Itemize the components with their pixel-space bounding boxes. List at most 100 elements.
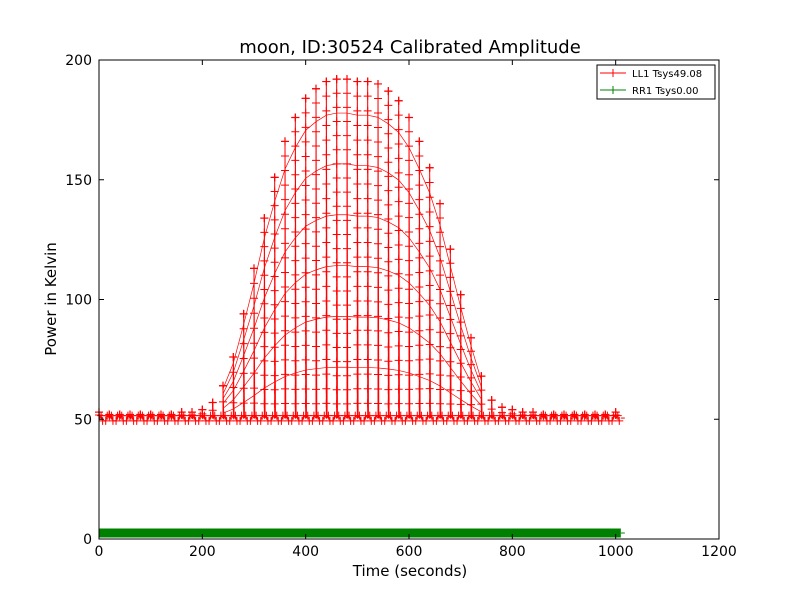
series-ll1-marker [322, 253, 331, 262]
series-ll1-marker [535, 416, 544, 425]
series-ll1-marker [436, 342, 444, 351]
series-ll1-peak-marker [498, 403, 506, 412]
legend-marker-rr1 [609, 86, 617, 94]
series-ll1-marker [225, 416, 234, 425]
series-ll1-marker [281, 370, 289, 379]
series-ll1-marker [250, 354, 258, 363]
series-ll1-marker [425, 369, 434, 378]
series-ll1-marker [298, 416, 307, 425]
series-ll1-marker [322, 384, 331, 393]
series-ll1-marker [384, 172, 393, 181]
series-ll1-peak-marker [477, 372, 486, 381]
series-ll1-marker [260, 314, 269, 323]
series-ll1-marker [301, 355, 310, 364]
series-ll1-marker [343, 103, 351, 112]
series-ll1-marker [322, 311, 331, 320]
series-ll1-marker [446, 385, 455, 394]
series-ll1-marker [291, 142, 300, 151]
series-ll1-marker [415, 283, 424, 292]
series-ll1-marker [374, 152, 382, 161]
series-ll1-marker [467, 400, 475, 409]
series-ll1-marker [101, 416, 110, 425]
series-ll1-marker [260, 242, 269, 251]
series-ll1-marker [287, 416, 296, 425]
series-ll1-marker [374, 181, 382, 190]
series-ll1-marker [239, 339, 248, 348]
series-ll1-marker [374, 225, 382, 234]
series-ll1-marker [270, 343, 279, 352]
series-ll1-marker [405, 285, 413, 294]
series-ll1-marker [566, 416, 575, 425]
series-ll1-marker [453, 416, 462, 425]
series-ll1-marker [343, 230, 351, 239]
series-ll1-marker [332, 301, 341, 310]
series-ll1-marker [353, 253, 362, 262]
series-ll1-marker [384, 115, 393, 124]
series-ll1-marker [291, 385, 300, 394]
series-ll1-marker [322, 326, 331, 335]
series-ll1-peak-marker [384, 87, 393, 96]
series-ll1-marker [281, 224, 289, 233]
series-ll1-marker [353, 297, 362, 306]
series-ll1-marker [394, 240, 403, 249]
series-ll1-marker [384, 143, 393, 152]
series-ll1-marker [405, 342, 413, 351]
series-ll1-marker [363, 121, 372, 130]
series-ll1-marker [312, 227, 320, 236]
series-ll1-marker [239, 324, 248, 333]
series-ll1-peak-marker [570, 410, 579, 419]
series-ll1-marker [301, 152, 310, 161]
series-ll1-peak-marker [115, 410, 124, 419]
series-ll1-marker [343, 117, 351, 126]
series-ll1-marker [332, 103, 341, 112]
series-ll1-marker [229, 383, 238, 392]
series-ll1-marker [405, 142, 413, 151]
series-ll1-marker [332, 258, 341, 267]
series-ll1-marker [394, 154, 403, 163]
series-ll1-marker [312, 371, 320, 380]
series-ll1-marker [446, 315, 455, 324]
series-ll1-marker [363, 209, 372, 218]
series-ll1-marker [374, 167, 382, 176]
series-ll1-marker [353, 370, 362, 379]
series-ll1-marker [301, 166, 310, 175]
series-ll1-marker [436, 385, 444, 394]
series-ll1-marker [384, 314, 393, 323]
series-ll1-marker [343, 399, 351, 408]
series-ll1-marker [415, 166, 424, 175]
series-ll1-marker [291, 213, 300, 222]
series-ll1-marker [363, 106, 372, 115]
series-ll1-marker [353, 326, 362, 335]
series-ll1-marker [281, 195, 289, 204]
series-ll1-marker [374, 326, 382, 335]
series-ll1-peak-marker [415, 137, 424, 146]
series-ll1-marker [291, 371, 300, 380]
series-ll1-mesh [222, 214, 482, 399]
series-ll1-marker [425, 207, 434, 216]
series-ll1-peak-marker [508, 405, 517, 414]
series-ll1-marker [415, 224, 424, 233]
series-ll1-marker [353, 179, 362, 188]
x-tick-label: 800 [499, 544, 526, 560]
series-ll1-marker [432, 416, 441, 425]
series-ll1-marker [239, 399, 248, 408]
series-ll1-marker [384, 286, 393, 295]
series-ll1-marker [425, 310, 434, 319]
series-ll1-marker [332, 230, 341, 239]
series-ll1-marker [374, 297, 382, 306]
series-ll1-marker [415, 195, 424, 204]
series-ll1-marker [301, 254, 310, 263]
series-ll1-marker [374, 355, 382, 364]
series-ll1-marker [374, 268, 382, 277]
series-ll1-marker [353, 355, 362, 364]
series-ll1-marker [415, 253, 424, 262]
series-ll1-marker [260, 385, 269, 394]
series-ll1-marker [343, 329, 351, 338]
series-ll1-marker [312, 285, 320, 294]
series-ll1-marker [312, 170, 320, 179]
legend-label-ll1: LL1 Tsys49.08 [632, 69, 702, 80]
series-ll1-marker [405, 299, 413, 308]
series-ll1-marker [401, 416, 410, 425]
series-ll1-marker [467, 373, 475, 382]
series-ll1-marker [446, 259, 455, 268]
